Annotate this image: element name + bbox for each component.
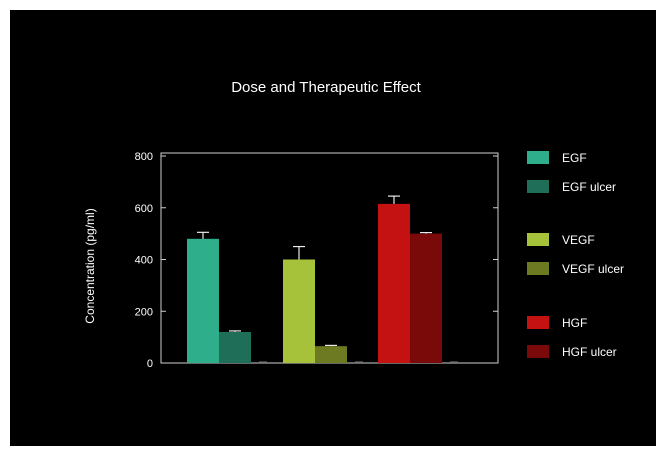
y-tick-label: 0 xyxy=(147,358,153,370)
bar-vegf xyxy=(283,259,315,363)
bar-hgf-ulcer xyxy=(410,233,442,363)
legend-swatch xyxy=(527,180,549,193)
legend-label: VEGF ulcer xyxy=(562,262,624,276)
bar-hgf xyxy=(378,203,410,363)
y-tick-label: 800 xyxy=(135,151,153,163)
legend-swatch xyxy=(527,345,549,358)
y-tick-label: 400 xyxy=(135,255,153,267)
legend: EGF EGF ulcer VEGF VEGF ulcer HGF HGF ulcer xyxy=(527,151,624,359)
legend-swatch xyxy=(527,151,549,164)
bar-egf xyxy=(187,238,219,363)
legend-swatch xyxy=(527,316,549,329)
y-axis-ticks: 0 200 400 600 800 xyxy=(135,151,498,370)
bar-vegf-ulcer xyxy=(315,346,347,363)
bar-egf-ulcer xyxy=(219,331,251,363)
y-tick-label: 200 xyxy=(135,306,153,318)
legend-swatch xyxy=(527,233,549,246)
legend-label: EGF xyxy=(562,151,587,165)
bars-layer xyxy=(187,195,458,363)
legend-label: HGF xyxy=(562,316,587,330)
legend-label: EGF ulcer xyxy=(562,180,616,194)
legend-label: HGF ulcer xyxy=(562,345,617,359)
chart-slide: Dose and Therapeutic Effect Concentratio… xyxy=(10,10,656,446)
y-tick-label: 600 xyxy=(135,203,153,215)
y-axis-label: Concentration (pg/ml) xyxy=(83,208,97,323)
legend-label: VEGF xyxy=(562,233,595,247)
legend-swatch xyxy=(527,262,549,275)
chart-title: Dose and Therapeutic Effect xyxy=(231,79,421,96)
chart-canvas: Dose and Therapeutic Effect Concentratio… xyxy=(83,79,624,370)
